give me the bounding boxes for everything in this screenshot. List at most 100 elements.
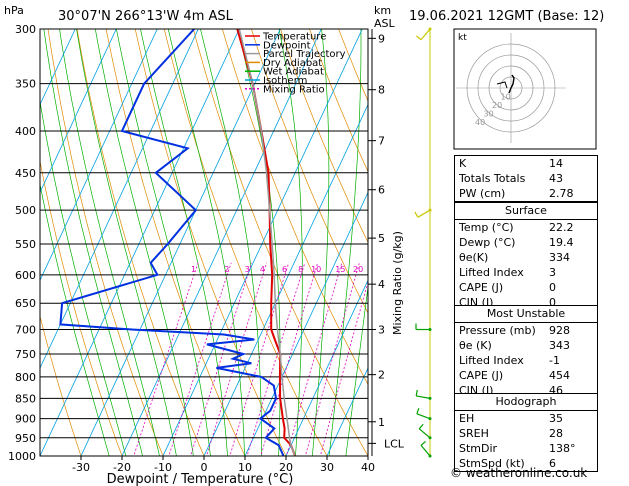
mixing-ratio-line	[206, 262, 268, 456]
isotherm-line	[285, 279, 368, 456]
dry-adiabat-line	[280, 29, 368, 243]
hodograph-unit-label: kt	[458, 33, 467, 43]
isotherm-line	[40, 29, 158, 282]
hodograph-ring-label: 10	[501, 93, 511, 102]
index-row: StmSpd (kt) 6	[455, 456, 597, 471]
pressure-tick-label: 850	[15, 392, 36, 405]
isotherm-line	[244, 191, 368, 456]
mixing-ratio-line	[133, 262, 199, 456]
km-tick-label: 1	[378, 416, 385, 429]
credit-text: © weatheronline.co.uk	[450, 466, 588, 480]
temperature-tick-label: 30	[320, 461, 334, 474]
index-key: EH	[459, 412, 475, 425]
dry-adiabat-line	[105, 29, 246, 456]
dry-adiabat-line	[222, 29, 368, 386]
index-key: Lifted Index	[459, 266, 524, 279]
hodograph-ring-label: 30	[484, 110, 494, 119]
pressure-tick-label: 750	[15, 348, 36, 361]
mixing-ratio-label: 8	[298, 265, 303, 274]
mixing-ratio-label: 3	[245, 265, 250, 274]
dry-adiabat-line	[163, 29, 328, 456]
most-unstable-title: Most Unstable	[455, 306, 597, 323]
wind-barb-dot	[428, 328, 432, 332]
wet-adiabat-line	[328, 29, 362, 456]
index-value: 3	[549, 266, 556, 279]
pressure-tick-label: 400	[15, 125, 36, 138]
temperature-tick-label: 0	[201, 461, 208, 474]
pressure-tick-label: 950	[15, 432, 36, 445]
hodograph-ring-label: 20	[492, 101, 502, 110]
lcl-label: LCL	[384, 437, 405, 450]
temperature-line	[236, 29, 296, 456]
wind-barb-dot	[428, 417, 432, 421]
wet-adiabat-line	[40, 182, 110, 456]
wet-adiabat-line	[40, 99, 127, 456]
wet-adiabat-line	[116, 29, 211, 456]
mixing-ratio-label: 6	[282, 265, 287, 274]
wind-barb	[418, 428, 431, 439]
wind-barb	[420, 444, 431, 457]
isotherm-line	[326, 367, 368, 456]
mixing-ratio-line	[229, 262, 290, 456]
legend-label: Isotherm	[263, 76, 307, 87]
km-label: km	[374, 4, 391, 17]
hpa-label: hPa	[4, 4, 24, 17]
wet-adiabat-line	[278, 29, 303, 456]
mixing-ratio-label: 10	[311, 265, 321, 274]
datetime-title: 19.06.2021 12GMT (Base: 12)	[409, 9, 604, 24]
wind-barb-dot	[428, 436, 432, 440]
index-key: K	[459, 157, 467, 170]
isotherm-line	[0, 5, 5, 474]
index-row: Lifted Index -1	[455, 353, 597, 368]
mixing-ratio-line	[319, 280, 368, 456]
hodograph-ring-label: 40	[475, 118, 485, 127]
pressure-tick-label: 1000	[8, 450, 36, 463]
index-value: 14	[549, 157, 563, 170]
index-value: 6	[549, 457, 556, 470]
pressure-tick-label: 550	[15, 238, 36, 251]
location-title: 30°07'N 266°13'W 4m ASL	[58, 9, 234, 24]
mixing-ratio-label: 2	[224, 265, 229, 274]
index-value: 2.78	[549, 187, 574, 200]
mixing-ratio-line	[190, 262, 252, 456]
index-row: StmDir 138°	[455, 441, 597, 456]
isotherm-line	[40, 29, 240, 456]
index-row: Temp (°C) 22.2	[455, 220, 597, 235]
wet-adiabat-line	[59, 29, 160, 456]
wind-barb	[416, 413, 431, 420]
index-row: CAPE (J) 454	[455, 368, 597, 383]
isotherm-line	[80, 29, 281, 456]
temperature-tick-label: -20	[113, 461, 131, 474]
mixing-ratio-label: 1	[191, 265, 196, 274]
index-value: 928	[549, 324, 570, 337]
pressure-tick-label: 900	[15, 413, 36, 426]
index-key: Dewp (°C)	[459, 236, 516, 249]
index-value: 19.4	[549, 236, 574, 249]
pressure-tick-label: 450	[15, 167, 36, 180]
dry-adiabat-line	[309, 29, 368, 173]
index-row: PW (cm) 2.78	[455, 186, 597, 201]
index-value: 454	[549, 369, 570, 382]
legend-label: Temperature	[262, 32, 326, 43]
dry-adiabat-line	[40, 159, 123, 456]
wind-barb	[417, 209, 431, 218]
most-unstable-table: Most Unstable Pressure (mb) 928 θe (K) 343 L…	[454, 305, 598, 399]
temperature-tick-label: -10	[154, 461, 172, 474]
pressure-tick-label: 650	[15, 297, 36, 310]
hodograph-trace	[508, 74, 515, 94]
index-value: 22.2	[549, 221, 574, 234]
surface-title: Surface	[455, 203, 597, 220]
legend-label: Dewpoint	[263, 40, 311, 51]
wind-barb-flag	[420, 440, 426, 446]
km-tick-label: 9	[378, 32, 385, 45]
pressure-tick-label: 500	[15, 204, 36, 217]
legend-label: Mixing Ratio	[263, 84, 325, 95]
wind-barb	[416, 395, 431, 399]
wind-barb-dot	[428, 396, 432, 400]
pressure-tick-label: 600	[15, 269, 36, 282]
index-row: θe(K) 334	[455, 250, 597, 265]
index-row: θe (K) 343	[455, 338, 597, 353]
mixing-ratio-line	[246, 262, 306, 456]
wet-adiabat-line	[140, 29, 228, 456]
